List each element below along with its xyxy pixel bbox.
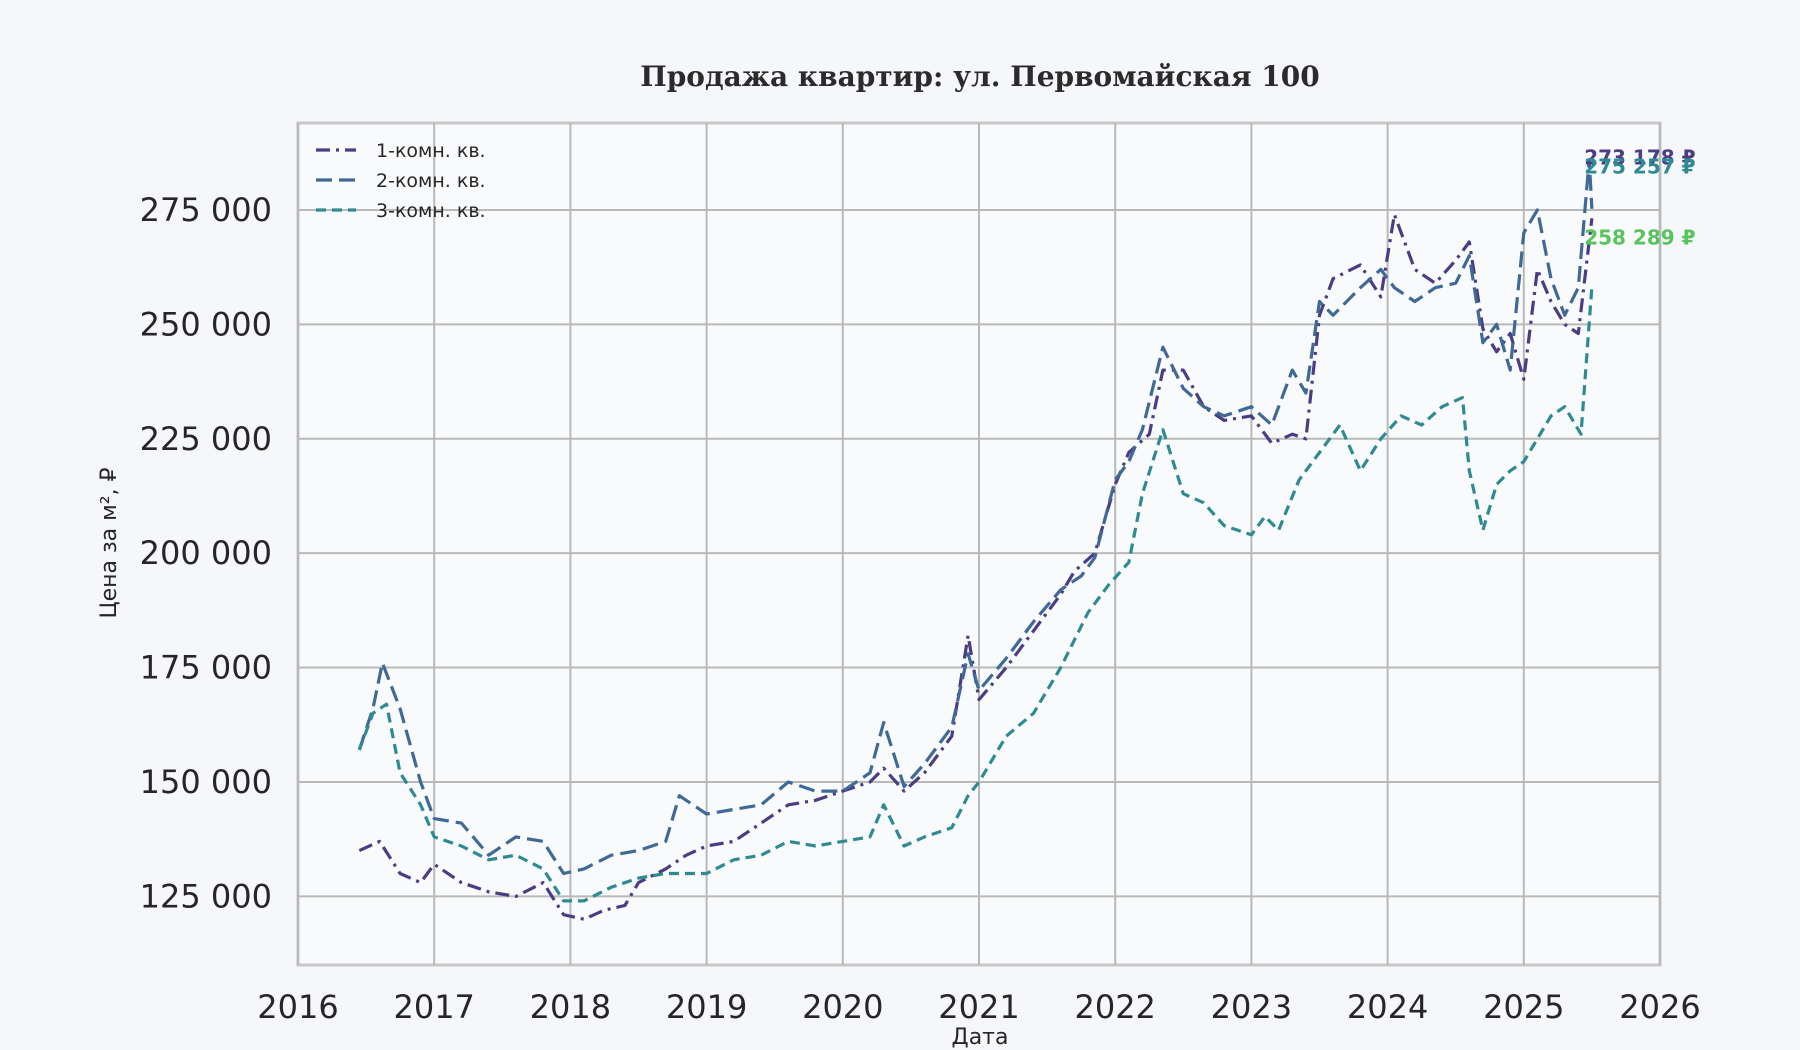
y-tick-label: 175 000 bbox=[140, 649, 272, 687]
x-tick-label: 2024 bbox=[1347, 988, 1428, 1026]
grid-lines bbox=[297, 123, 1661, 965]
x-tick-label: 2020 bbox=[802, 988, 883, 1026]
legend: 1-комн. кв. 2-комн. кв. 3-комн. кв. bbox=[316, 140, 486, 222]
legend-entry: 1-комн. кв. bbox=[376, 140, 486, 162]
x-tick-label: 2022 bbox=[1074, 988, 1155, 1026]
x-axis-ticks: 2016 2017 2018 2019 2020 2021 2022 2023 2024 2025… bbox=[257, 988, 1700, 1026]
x-tick-label: 2017 bbox=[393, 988, 474, 1026]
y-axis-ticks: 125 000 150 000 175 000 200 000 225 000 250 0… bbox=[140, 191, 272, 915]
x-tick-label: 2026 bbox=[1619, 988, 1700, 1026]
chart-title: Продажа квартир: ул. Первомайская 100 bbox=[640, 60, 1320, 93]
series-line-1 bbox=[358, 212, 1594, 921]
legend-entry: 2-комн. кв. bbox=[376, 170, 486, 192]
end-label-layer: 273 178 ₽275 257 ₽ 258 289 ₽ bbox=[1584, 145, 1695, 249]
y-tick-label: 250 000 bbox=[140, 305, 272, 343]
y-tick-label: 275 000 bbox=[140, 191, 272, 229]
series-line-3 bbox=[357, 286, 1594, 903]
y-axis-label: Цена за м², ₽ bbox=[97, 467, 122, 618]
x-tick-label: 2023 bbox=[1211, 988, 1292, 1026]
x-tick-label: 2016 bbox=[257, 988, 338, 1026]
x-tick-label: 2018 bbox=[530, 988, 611, 1026]
x-tick-label: 2021 bbox=[938, 988, 1019, 1026]
x-tick-label: 2025 bbox=[1483, 988, 1564, 1026]
legend-entry: 3-комн. кв. bbox=[376, 200, 486, 222]
end-value-label: 258 289 ₽ bbox=[1584, 225, 1695, 249]
x-axis-label: Дата bbox=[952, 1025, 1009, 1050]
x-tick-label: 2019 bbox=[666, 988, 747, 1026]
series-layer bbox=[357, 158, 1594, 921]
y-tick-label: 225 000 bbox=[140, 420, 272, 458]
y-tick-label: 125 000 bbox=[140, 877, 272, 915]
end-value-label: 275 257 ₽ bbox=[1584, 154, 1695, 178]
y-tick-label: 150 000 bbox=[140, 763, 272, 801]
end-value-label: 273 178 ₽ bbox=[1584, 145, 1695, 169]
y-tick-label: 200 000 bbox=[140, 534, 272, 572]
